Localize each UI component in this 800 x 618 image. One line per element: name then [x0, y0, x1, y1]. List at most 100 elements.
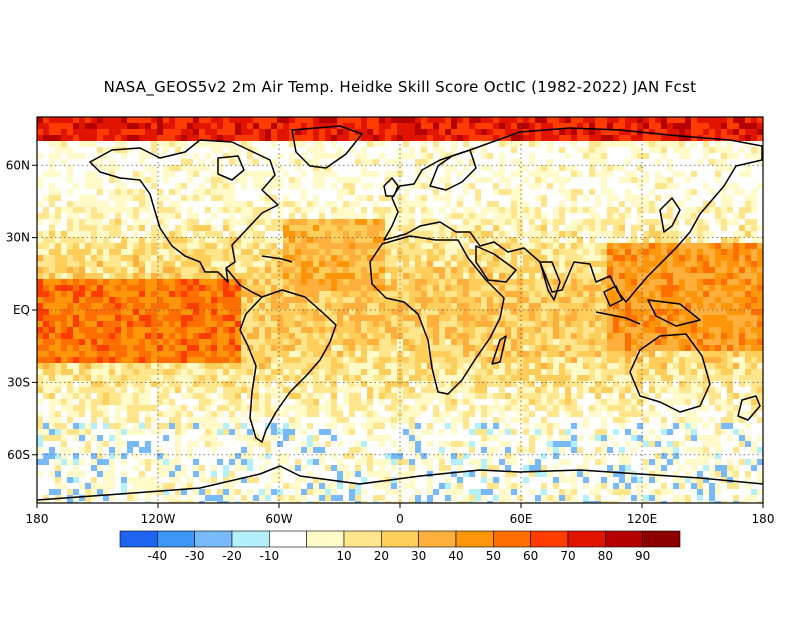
- field-cell: [139, 261, 145, 267]
- field-cell: [715, 135, 721, 141]
- field-cell: [607, 129, 613, 135]
- field-cell: [445, 165, 451, 171]
- field-cell: [595, 273, 601, 279]
- field-cell: [433, 243, 439, 249]
- field-cell: [703, 213, 709, 219]
- field-cell: [559, 213, 565, 219]
- field-cell: [319, 141, 325, 147]
- field-cell: [157, 117, 163, 123]
- field-cell: [421, 225, 427, 231]
- field-cell: [163, 345, 169, 351]
- field-cell: [199, 123, 205, 129]
- field-cell: [367, 321, 373, 327]
- field-cell: [613, 291, 619, 297]
- field-cell: [115, 321, 121, 327]
- field-cell: [265, 249, 271, 255]
- field-cell: [739, 165, 745, 171]
- field-cell: [535, 207, 541, 213]
- field-cell: [91, 201, 97, 207]
- field-cell: [409, 123, 415, 129]
- field-cell: [253, 255, 259, 261]
- field-cell: [373, 237, 379, 243]
- field-cell: [331, 165, 337, 171]
- field-cell: [265, 315, 271, 321]
- field-cell: [427, 309, 433, 315]
- field-cell: [577, 255, 583, 261]
- field-cell: [697, 213, 703, 219]
- field-cell: [739, 351, 745, 357]
- field-cell: [325, 195, 331, 201]
- field-cell: [445, 351, 451, 357]
- field-cell: [733, 243, 739, 249]
- field-cell: [433, 333, 439, 339]
- field-cell: [721, 231, 727, 237]
- field-cell: [103, 303, 109, 309]
- field-cell: [565, 213, 571, 219]
- field-cell: [445, 261, 451, 267]
- field-cell: [151, 291, 157, 297]
- field-cell: [517, 165, 523, 171]
- field-cell: [169, 183, 175, 189]
- field-cell: [577, 309, 583, 315]
- field-cell: [319, 345, 325, 351]
- field-cell: [631, 147, 637, 153]
- field-cell: [133, 129, 139, 135]
- field-cell: [739, 141, 745, 147]
- field-cell: [709, 165, 715, 171]
- field-cell: [235, 309, 241, 315]
- field-cell: [463, 357, 469, 363]
- field-cell: [373, 201, 379, 207]
- field-cell: [49, 177, 55, 183]
- field-cell: [577, 297, 583, 303]
- field-cell: [235, 165, 241, 171]
- field-cell: [169, 237, 175, 243]
- field-cell: [523, 267, 529, 273]
- field-cell: [283, 159, 289, 165]
- field-cell: [433, 231, 439, 237]
- field-cell: [751, 237, 757, 243]
- field-cell: [643, 261, 649, 267]
- field-cell: [421, 261, 427, 267]
- field-cell: [427, 141, 433, 147]
- field-cell: [211, 207, 217, 213]
- field-cell: [625, 165, 631, 171]
- field-cell: [619, 117, 625, 123]
- field-cell: [91, 225, 97, 231]
- field-cell: [571, 333, 577, 339]
- field-cell: [337, 303, 343, 309]
- field-cell: [709, 171, 715, 177]
- field-cell: [265, 195, 271, 201]
- field-cell: [181, 135, 187, 141]
- field-cell: [163, 357, 169, 363]
- field-cell: [631, 231, 637, 237]
- field-cell: [175, 117, 181, 123]
- field-cell: [55, 177, 61, 183]
- field-cell: [493, 279, 499, 285]
- field-cell: [643, 207, 649, 213]
- field-cell: [505, 201, 511, 207]
- field-cell: [685, 177, 691, 183]
- field-cell: [379, 207, 385, 213]
- field-cell: [157, 357, 163, 363]
- field-cell: [151, 135, 157, 141]
- field-cell: [505, 285, 511, 291]
- field-cell: [721, 297, 727, 303]
- field-cell: [169, 189, 175, 195]
- field-cell: [487, 195, 493, 201]
- field-cell: [181, 195, 187, 201]
- field-cell: [523, 207, 529, 213]
- field-cell: [325, 117, 331, 123]
- field-cell: [685, 279, 691, 285]
- field-cell: [385, 315, 391, 321]
- field-cell: [655, 321, 661, 327]
- field-cell: [211, 303, 217, 309]
- field-cell: [457, 165, 463, 171]
- field-cell: [751, 213, 757, 219]
- field-cell: [91, 171, 97, 177]
- field-cell: [211, 123, 217, 129]
- field-cell: [505, 219, 511, 225]
- field-cell: [577, 267, 583, 273]
- field-cell: [403, 297, 409, 303]
- field-cell: [631, 219, 637, 225]
- field-cell: [685, 219, 691, 225]
